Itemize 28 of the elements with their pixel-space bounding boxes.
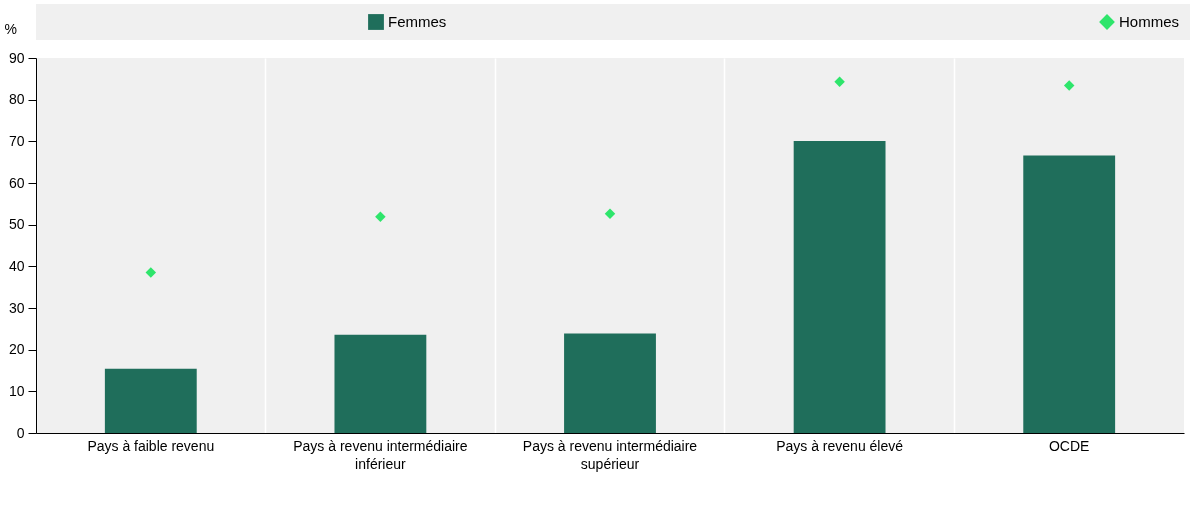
x-tick-label: Pays à faible revenu [87,437,215,454]
y-tick-label: 30 [8,299,25,316]
point [834,76,845,87]
y-tick-label: 20 [8,341,25,358]
x-tick-label: OCDE [1048,437,1090,454]
y-tick-label: 70 [8,132,25,149]
bar [1023,155,1116,433]
y-axis-title: % [4,20,17,37]
point [145,267,157,278]
y-tick-label: 40 [8,257,25,274]
y-tick-label: 60 [8,174,25,191]
bar [564,333,656,433]
y-tick-label: 80 [8,91,25,108]
bar [334,334,427,433]
x-tick-label: Pays à revenu élevé [776,437,904,454]
y-tick-label: 0 [16,424,25,441]
bar [104,368,197,433]
point [604,208,616,220]
y-tick-label: 50 [8,216,25,233]
y-tick-label: 90 [8,49,25,66]
legend-label: Hommes [1119,13,1180,30]
bar [793,140,886,433]
x-tick-label: Pays à revenu intermédiaire inférieur [293,437,468,472]
x-tick-label: Pays à revenu intermédiaire supérieur [522,437,698,472]
y-tick-label: 10 [8,382,25,399]
point [375,211,386,222]
legend-label: Femmes [388,13,447,30]
point [1063,80,1075,91]
